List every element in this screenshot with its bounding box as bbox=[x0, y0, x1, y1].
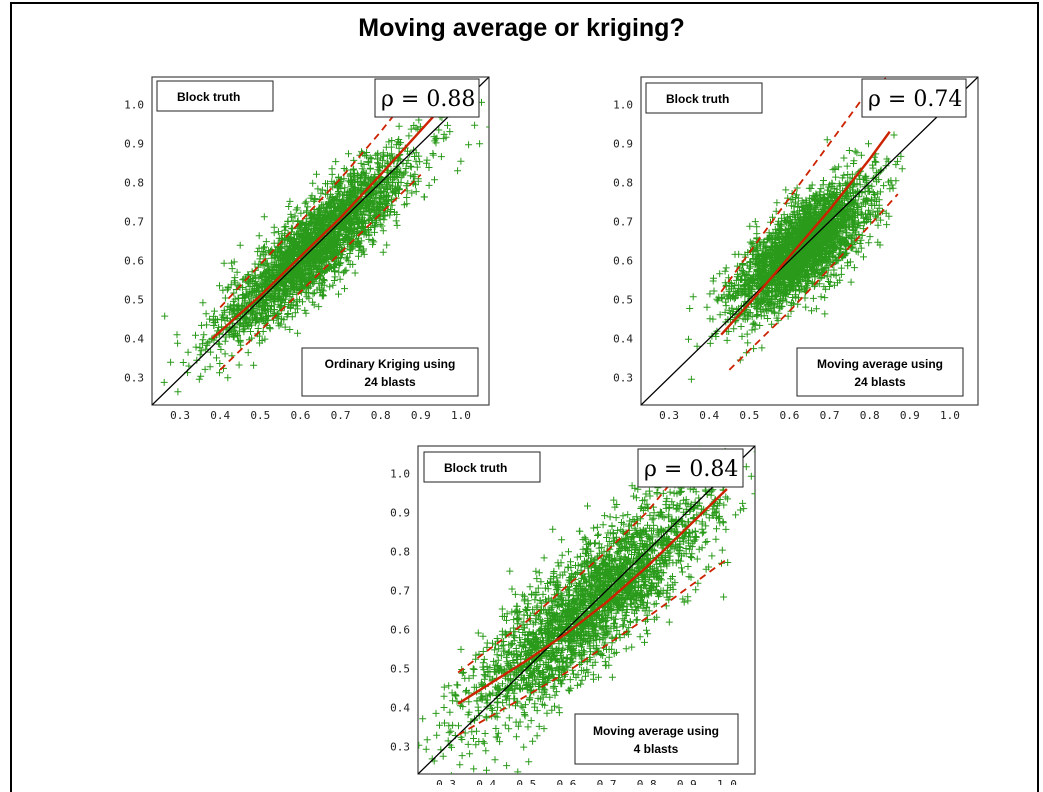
rho-box: ρ = 0.84 bbox=[637, 448, 744, 488]
legend-label: Block truth bbox=[177, 90, 240, 104]
y-tick-label: 0.7 bbox=[613, 215, 633, 228]
scatter-panel-moving-average-4: 0.3 0.4 0.5 0.6 0.7 0.8 0.9 1.0 0.3 0.4 0.5 0.6 0.7 0… bbox=[390, 445, 756, 785]
method-label-line2: 24 blasts bbox=[364, 375, 416, 389]
y-tick-label: 0.8 bbox=[390, 545, 410, 558]
y-tick-label: 1.0 bbox=[124, 98, 144, 111]
x-tick-label: 0.6 bbox=[780, 409, 800, 422]
method-box: Moving average using 4 blasts bbox=[574, 713, 739, 765]
rho-box: ρ = 0.74 bbox=[861, 78, 967, 118]
y-tick-label: 0.9 bbox=[390, 506, 410, 519]
y-tick-label: 0.4 bbox=[124, 333, 144, 346]
y-tick-label: 0.5 bbox=[613, 294, 633, 307]
x-tick-label: 0.8 bbox=[637, 778, 657, 785]
x-tick-label: 0.4 bbox=[476, 778, 496, 785]
rho-box: ρ = 0.88 bbox=[374, 78, 480, 118]
upper-band-line bbox=[219, 95, 410, 309]
y-tick-label: 0.5 bbox=[124, 294, 144, 307]
method-label-line2: 4 blasts bbox=[634, 742, 679, 756]
y-tick-label: 0.3 bbox=[613, 372, 633, 385]
trend-line bbox=[211, 107, 442, 340]
legend-label: Block truth bbox=[444, 461, 507, 475]
slide-frame bbox=[10, 2, 1039, 792]
legend-box: Block truth bbox=[645, 82, 763, 114]
x-tick-label: 1.0 bbox=[940, 409, 960, 422]
x-tick-label: 0.9 bbox=[677, 778, 697, 785]
x-tick-label: 0.3 bbox=[170, 409, 190, 422]
slide-title: Moving average or kriging? bbox=[358, 14, 685, 42]
trend-line bbox=[457, 488, 728, 705]
legend-box: Block truth bbox=[156, 80, 274, 112]
x-tick-label: 0.5 bbox=[739, 409, 759, 422]
x-tick-label: 0.4 bbox=[210, 409, 230, 422]
x-tick-label: 0.3 bbox=[436, 778, 456, 785]
x-tick-label: 0.8 bbox=[860, 409, 880, 422]
y-tick-label: 0.7 bbox=[390, 584, 410, 597]
method-label-line1: Moving average using bbox=[593, 724, 719, 738]
x-tick-label: 0.8 bbox=[371, 409, 391, 422]
x-tick-label: 0.4 bbox=[699, 409, 719, 422]
y-tick-label: 0.6 bbox=[613, 255, 633, 268]
y-tick-label: 0.9 bbox=[124, 137, 144, 150]
x-tick-label: 1.0 bbox=[717, 778, 737, 785]
x-tick-label: 0.3 bbox=[659, 409, 679, 422]
legend-label: Block truth bbox=[666, 92, 729, 106]
scatter-panel-kriging-24: 0.3 0.4 0.5 0.6 0.7 0.8 0.9 1.0 0.3 0.4 0.5 0.6 0.7 0… bbox=[124, 76, 490, 422]
x-tick-label: 0.9 bbox=[900, 409, 920, 422]
y-tick-label: 0.4 bbox=[390, 702, 410, 715]
rho-label: ρ = 0.88 bbox=[381, 87, 475, 112]
x-tick-label: 0.5 bbox=[250, 409, 270, 422]
x-tick-label: 0.5 bbox=[516, 778, 536, 785]
y-tick-label: 0.3 bbox=[390, 741, 410, 754]
y-tick-label: 0.5 bbox=[390, 663, 410, 676]
rho-label: ρ = 0.74 bbox=[868, 87, 962, 112]
diagonal-line bbox=[418, 446, 755, 774]
x-tick-label: 0.7 bbox=[820, 409, 840, 422]
y-tick-label: 0.8 bbox=[124, 176, 144, 189]
legend-box: Block truth bbox=[423, 451, 541, 483]
method-box: Moving average using 24 blasts bbox=[796, 347, 964, 397]
method-label-line2: 24 blasts bbox=[854, 375, 906, 389]
y-tick-label: 0.3 bbox=[124, 372, 144, 385]
diagonal-line bbox=[641, 77, 978, 405]
lower-band-line bbox=[219, 173, 422, 371]
y-tick-label: 1.0 bbox=[390, 467, 410, 480]
x-tick-label: 0.9 bbox=[411, 409, 431, 422]
x-tick-label: 0.7 bbox=[597, 778, 617, 785]
method-label-line1: Moving average using bbox=[817, 357, 943, 371]
trend-line bbox=[720, 130, 891, 336]
x-tick-label: 0.6 bbox=[557, 778, 577, 785]
y-tick-label: 0.6 bbox=[124, 255, 144, 268]
x-tick-label: 0.6 bbox=[291, 409, 311, 422]
lower-band-line bbox=[728, 193, 899, 371]
scatter-panel-moving-average-24: 0.3 0.4 0.5 0.6 0.7 0.8 0.9 1.0 0.3 0.4 0.5 0.6 0.7 0… bbox=[613, 76, 979, 422]
x-tick-label: 0.7 bbox=[331, 409, 351, 422]
lower-band-line bbox=[457, 558, 728, 736]
y-tick-label: 0.6 bbox=[390, 624, 410, 637]
y-tick-label: 1.0 bbox=[613, 98, 633, 111]
method-label-line1: Ordinary Kriging using bbox=[325, 357, 456, 371]
rho-label: ρ = 0.84 bbox=[644, 457, 738, 482]
y-tick-label: 0.4 bbox=[613, 333, 633, 346]
y-tick-label: 0.8 bbox=[613, 176, 633, 189]
y-tick-label: 0.7 bbox=[124, 215, 144, 228]
diagonal-line bbox=[152, 77, 489, 405]
scatter-points bbox=[160, 94, 489, 396]
x-tick-label: 1.0 bbox=[451, 409, 471, 422]
method-box: Ordinary Kriging using 24 blasts bbox=[301, 347, 479, 397]
y-tick-label: 0.9 bbox=[613, 137, 633, 150]
